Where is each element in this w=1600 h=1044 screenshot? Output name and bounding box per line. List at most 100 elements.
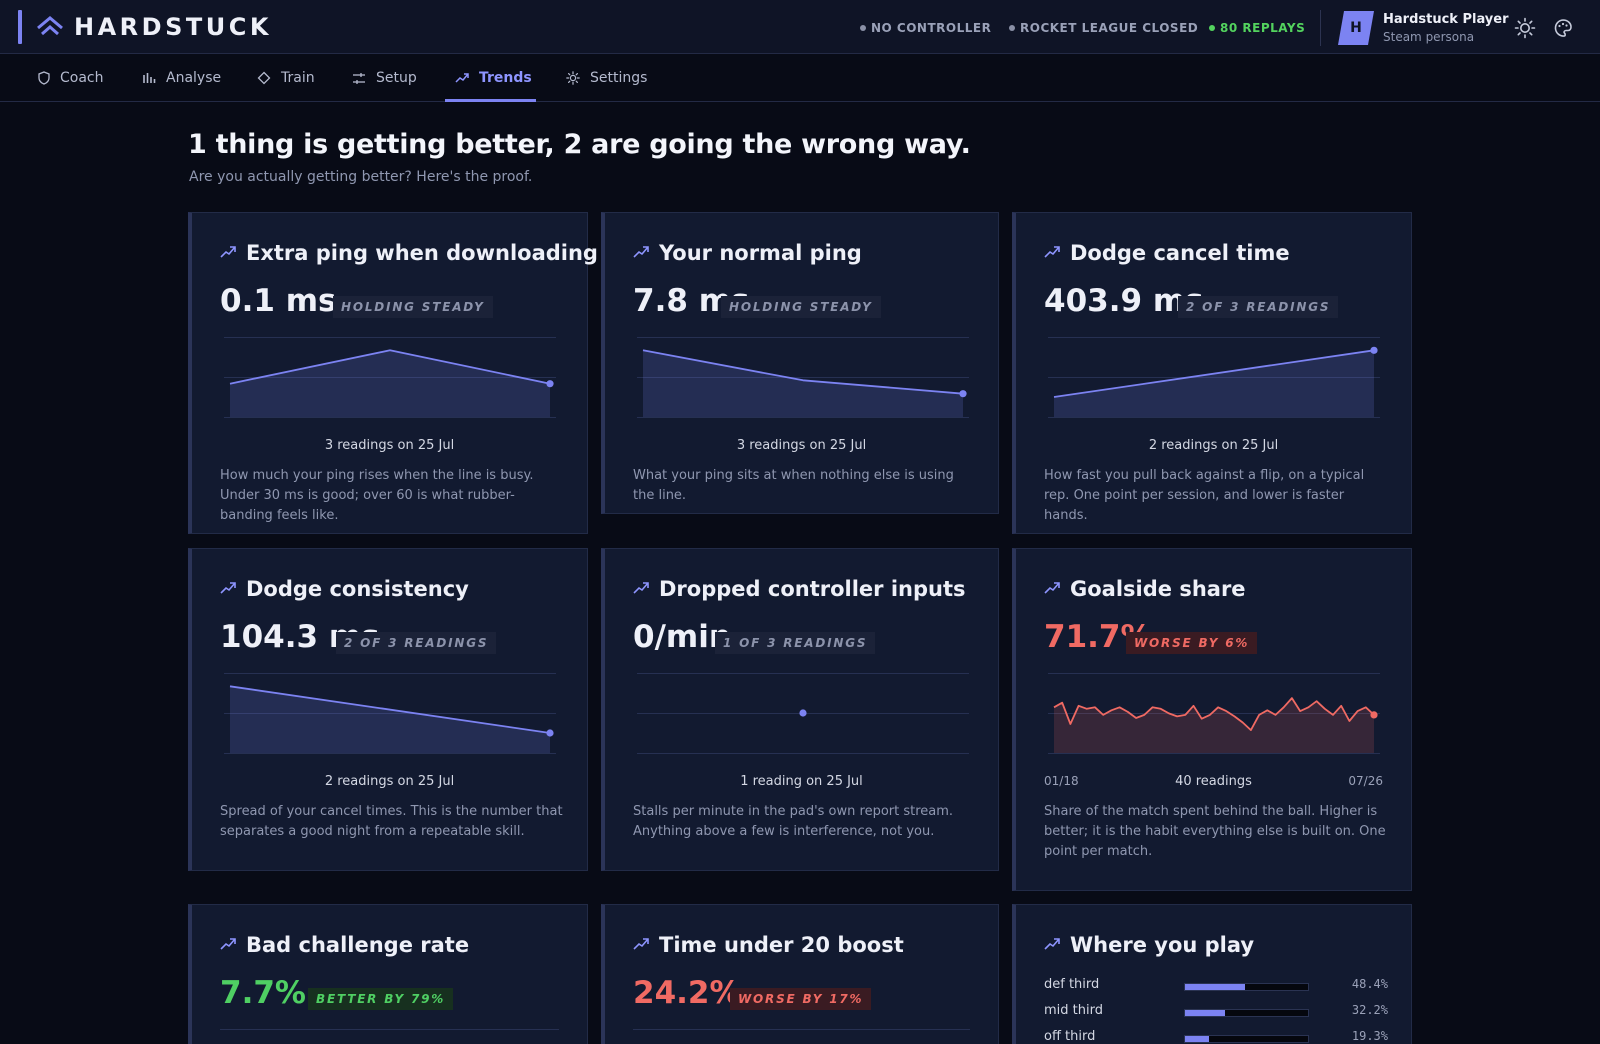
zone-label: off third	[1044, 1029, 1096, 1044]
chart-end-date: 07/26	[1348, 774, 1383, 788]
metric-card[interactable]: Dropped controller inputs 0/min 1 OF 3 R…	[601, 548, 999, 871]
trend-badge: 2 OF 3 READINGS	[1178, 296, 1339, 318]
trend-icon	[1044, 582, 1060, 594]
tab-trends[interactable]: Trends	[445, 54, 536, 102]
bars-icon	[143, 73, 156, 83]
metric-card[interactable]: Bad challenge rate 7.7% BETTER BY 79%	[188, 904, 588, 1044]
chart-caption: 2 readings on 25 Jul	[1148, 438, 1279, 453]
trend-icon	[633, 246, 649, 258]
zone-bar-fill	[1185, 984, 1245, 990]
trend-icon	[220, 246, 236, 258]
series-area	[230, 350, 550, 417]
trend-badge: BETTER BY 79%	[308, 988, 454, 1010]
tab-setup[interactable]: Setup	[352, 54, 417, 102]
trend-badge: WORSE BY 17%	[730, 988, 872, 1010]
sparkline-chart	[224, 673, 556, 754]
user-name: Hardstuck Player	[1383, 12, 1509, 27]
card-title: Where you play	[1070, 933, 1255, 957]
metric-card[interactable]: Dodge cancel time 403.9 ms 2 OF 3 READIN…	[1012, 212, 1412, 534]
series-area	[230, 686, 550, 753]
diamond-icon	[257, 71, 271, 85]
status-game: ROCKET LEAGUE CLOSED	[1009, 21, 1198, 35]
card-description: Spread of your cancel times. This is the…	[220, 804, 563, 839]
series-line	[229, 685, 551, 734]
series-line	[229, 349, 551, 385]
zone-label: mid third	[1044, 1003, 1103, 1018]
status-controller: NO CONTROLLER	[860, 21, 991, 35]
sun-icon[interactable]	[1514, 17, 1536, 39]
top-bar: HARDSTUCK NO CONTROLLER ROCKET LEAGUE CL…	[0, 0, 1600, 54]
gear-icon	[566, 71, 580, 85]
card-title: Bad challenge rate	[246, 933, 470, 957]
card-value: 0/min	[633, 619, 731, 655]
sliders-icon	[353, 72, 365, 84]
tab-label: Train	[281, 70, 315, 86]
main-nav: Coach Analyse Train Setup Trends Setting…	[0, 54, 1600, 102]
divider	[1320, 10, 1321, 46]
series-line	[1053, 697, 1375, 731]
zone-bar	[1184, 983, 1309, 991]
page-subtitle: Are you actually getting better? Here's …	[189, 169, 533, 185]
card-title: Goalside share	[1070, 577, 1246, 601]
zone-row: def third 48.4%	[1044, 976, 1388, 996]
shield-icon	[38, 71, 50, 85]
trend-icon	[1044, 246, 1060, 258]
card-title: Dodge consistency	[246, 577, 469, 601]
card-description: What your ping sits at when nothing else…	[633, 468, 954, 503]
tab-label: Trends	[479, 70, 532, 86]
tab-label: Settings	[590, 70, 648, 86]
metric-card[interactable]: Your normal ping 7.8 ms HOLDING STEADY 3…	[601, 212, 999, 514]
trend-badge: HOLDING STEADY	[721, 296, 881, 318]
sparkline-chart	[1048, 673, 1380, 754]
metric-card[interactable]: Goalside share 71.7% WORSE BY 6% 01/18 4…	[1012, 548, 1412, 891]
tab-label: Analyse	[166, 70, 222, 86]
divider	[633, 1029, 970, 1030]
tab-settings[interactable]: Settings	[566, 54, 647, 102]
page-title: 1 thing is getting better, 2 are going t…	[188, 129, 971, 160]
card-description: How fast you pull back against a flip, o…	[1044, 468, 1365, 523]
logo-icon	[37, 16, 63, 36]
card-description: Stalls per minute in the pad's own repor…	[633, 804, 954, 839]
zone-bar	[1184, 1035, 1309, 1043]
card-title: Extra ping when downloading	[246, 241, 598, 265]
trend-icon	[455, 73, 469, 83]
series-line	[642, 349, 964, 395]
chart-caption: 40 readings	[1175, 774, 1252, 789]
metric-card[interactable]: Extra ping when downloading 0.1 ms HOLDI…	[188, 212, 598, 534]
zone-row: off third 19.3%	[1044, 1028, 1388, 1044]
tab-analyse[interactable]: Analyse	[142, 54, 221, 102]
card-value: 7.7%	[220, 975, 306, 1011]
zone-card[interactable]: Where you play def third 48.4% mid third…	[1012, 904, 1412, 1044]
card-value: 403.9 ms	[1044, 283, 1204, 319]
card-description: How much your ping rises when the line i…	[220, 468, 534, 523]
tab-train[interactable]: Train	[257, 54, 315, 102]
status-replays[interactable]: 80 REPLAYS	[1209, 21, 1305, 35]
divider	[220, 1029, 559, 1030]
user-subtitle: Steam persona	[1383, 30, 1475, 44]
card-value: 24.2%	[633, 975, 741, 1011]
chart-caption: 1 reading on 25 Jul	[740, 774, 863, 789]
series-area	[643, 350, 963, 417]
chart-caption: 2 readings on 25 Jul	[324, 774, 455, 789]
palette-icon[interactable]	[1552, 17, 1574, 39]
zone-percent: 48.4%	[1351, 977, 1388, 991]
trend-icon	[220, 582, 236, 594]
series-area	[1054, 698, 1374, 753]
status-dot	[1009, 25, 1015, 31]
trend-icon	[633, 582, 649, 594]
card-title: Your normal ping	[659, 241, 862, 265]
metric-card[interactable]: Time under 20 boost 24.2% WORSE BY 17%	[601, 904, 999, 1044]
chart-caption: 3 readings on 25 Jul	[736, 438, 867, 453]
tab-coach[interactable]: Coach	[38, 54, 104, 102]
zone-percent: 32.2%	[1351, 1003, 1388, 1017]
trend-icon	[220, 938, 236, 950]
zone-row: mid third 32.2%	[1044, 1002, 1388, 1022]
latest-point	[799, 709, 807, 717]
sparkline-chart	[637, 673, 969, 754]
card-title: Time under 20 boost	[659, 933, 904, 957]
metric-card[interactable]: Dodge consistency 104.3 ms 2 OF 3 READIN…	[188, 548, 588, 871]
avatar[interactable]: H	[1338, 11, 1374, 45]
zone-percent: 19.3%	[1351, 1029, 1388, 1043]
trend-icon	[633, 938, 649, 950]
card-value: 0.1 ms	[220, 283, 337, 319]
